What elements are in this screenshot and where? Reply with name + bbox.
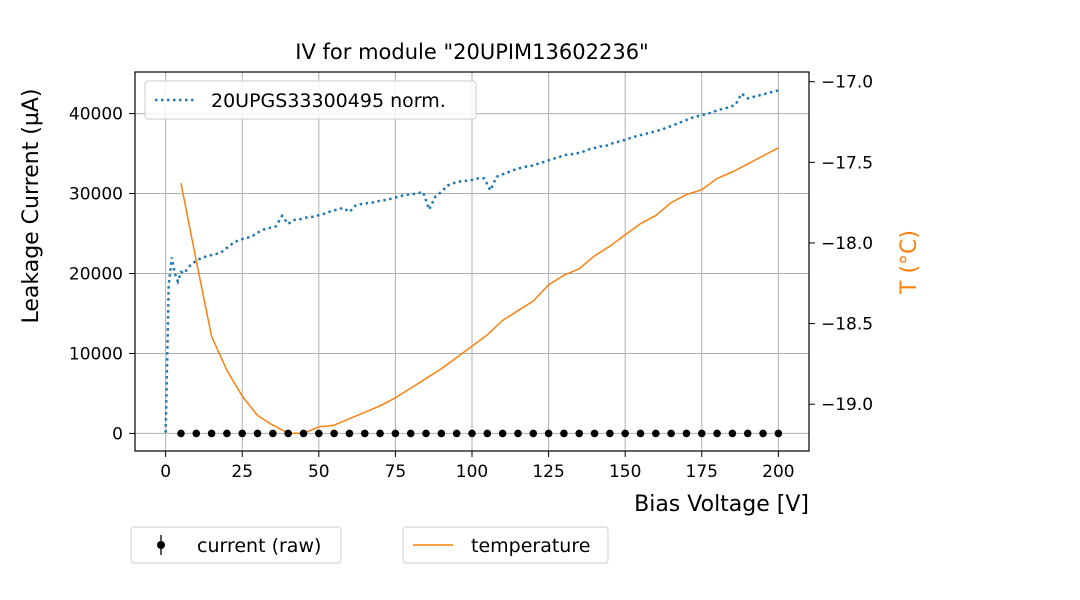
current-point	[391, 429, 400, 438]
current-point	[315, 429, 323, 438]
current-point	[621, 429, 629, 438]
current-point	[437, 429, 446, 438]
x-tick-label: 125	[532, 462, 564, 482]
current-point	[406, 429, 415, 438]
current-point	[269, 429, 277, 438]
y2-axis-label: T (°C)	[897, 230, 922, 295]
current-point	[299, 429, 308, 438]
x-tick-label: 100	[456, 462, 488, 482]
current-point	[575, 429, 584, 438]
current-point	[498, 429, 507, 438]
current-point	[468, 429, 476, 438]
current-point	[238, 429, 247, 438]
current-point	[376, 429, 384, 438]
x-tick-label: 75	[385, 462, 407, 482]
legend-current: current (raw)	[130, 526, 342, 564]
legend-label-temperature: temperature	[471, 535, 590, 557]
y2-tick-label: −18.5	[821, 315, 873, 335]
current-point	[667, 429, 675, 438]
current-point	[192, 429, 201, 438]
current-point	[636, 429, 645, 438]
chart-title: IV for module "20UPIM13602236"	[295, 40, 648, 64]
x-axis-label: Bias Voltage [V]	[634, 492, 809, 517]
series-temperature-line	[180, 147, 779, 435]
current-point	[452, 429, 461, 438]
x-tick-label: 150	[609, 462, 641, 482]
current-point	[253, 429, 262, 438]
y-tick-label: 0	[112, 424, 123, 444]
current-point	[422, 429, 430, 438]
y-axis-label: Leakage Current (µA)	[19, 88, 44, 323]
current-point	[345, 429, 354, 438]
legend-swatch-current	[157, 541, 165, 549]
current-point	[360, 429, 369, 438]
current-point	[330, 429, 338, 438]
current-point	[743, 429, 752, 438]
current-point	[606, 429, 614, 438]
current-point	[529, 429, 538, 438]
y-tick-label: 20000	[69, 264, 123, 284]
current-point	[728, 429, 737, 438]
current-point	[514, 429, 522, 438]
current-point	[544, 429, 553, 438]
y-axis-right: −19.0 −18.5 −18.0 −17.5 −17.0	[809, 73, 873, 415]
x-tick-label: 50	[308, 462, 330, 482]
current-point	[652, 429, 660, 438]
y2-tick-label: −17.5	[821, 153, 873, 173]
y2-tick-label: −17.0	[821, 73, 873, 93]
current-point	[177, 429, 185, 438]
legend-temperature: temperature	[402, 526, 609, 564]
x-tick-label: 200	[762, 462, 794, 482]
y-axis-left: 0 10000 20000 30000 40000	[69, 105, 135, 444]
current-point	[560, 429, 568, 438]
current-point	[697, 429, 706, 438]
y2-tick-label: −18.0	[821, 234, 873, 254]
current-point	[759, 429, 767, 438]
legend-label-current: current (raw)	[197, 535, 321, 557]
current-point	[284, 429, 292, 438]
y2-tick-label: −19.0	[821, 395, 873, 415]
y-tick-label: 40000	[69, 105, 123, 125]
current-point	[207, 429, 216, 438]
series-current-raw	[177, 429, 783, 438]
current-point	[713, 429, 721, 438]
x-axis: 0 25 50 75 100 125 150 175 200	[160, 451, 795, 482]
x-tick-label: 0	[160, 462, 171, 482]
current-point	[590, 429, 599, 438]
current-point	[682, 429, 691, 438]
current-point	[483, 429, 492, 438]
series-layer	[164, 89, 783, 438]
x-tick-label: 25	[231, 462, 253, 482]
current-point	[223, 429, 231, 438]
legend-top: 20UPGS33300495 norm.	[144, 80, 477, 120]
current-point	[774, 429, 783, 438]
y-tick-label: 30000	[69, 185, 123, 205]
y-tick-label: 10000	[69, 344, 123, 364]
x-tick-label: 175	[686, 462, 718, 482]
legend-label-normalized: 20UPGS33300495 norm.	[211, 90, 446, 112]
